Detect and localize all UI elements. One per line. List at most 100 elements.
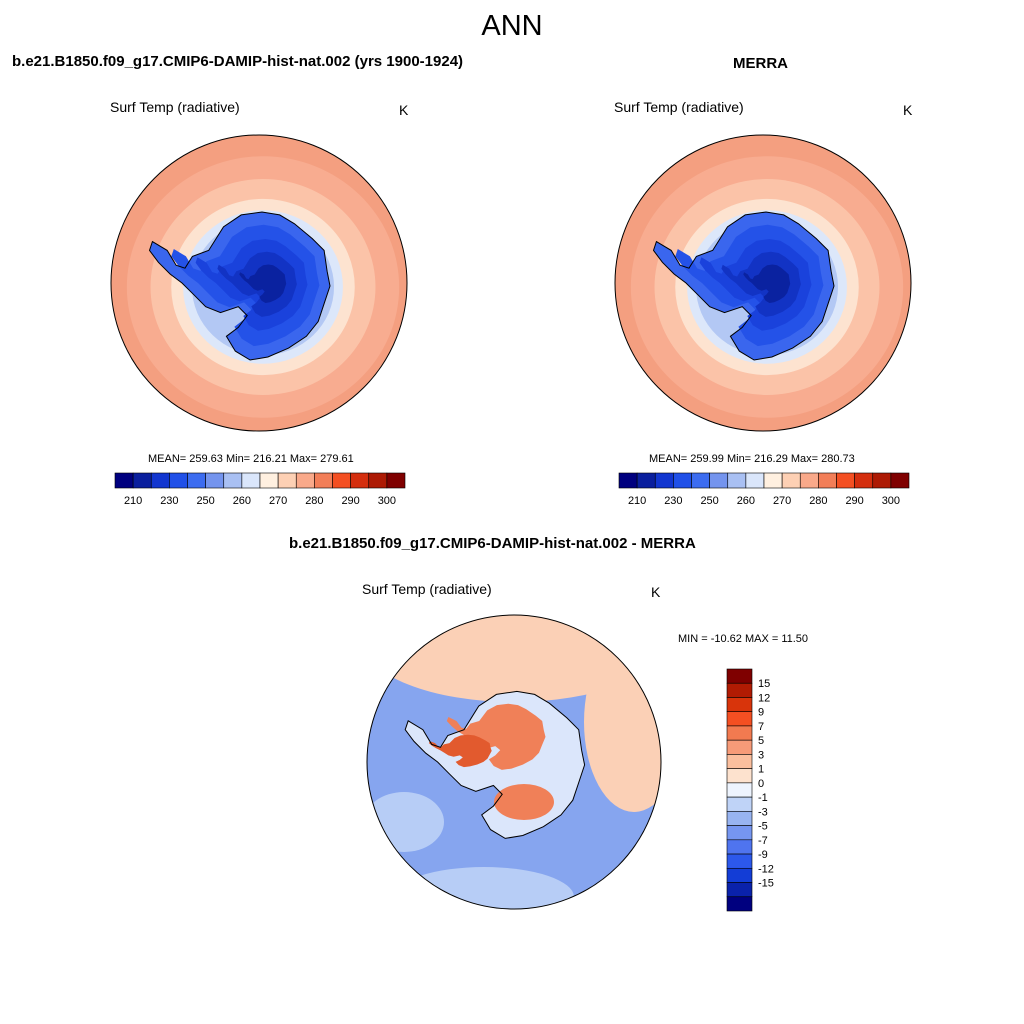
anomaly-patch xyxy=(394,867,574,909)
colorbar-tick-label: 230 xyxy=(664,495,682,507)
obs-units-label: K xyxy=(903,102,913,118)
colorbar-swatch xyxy=(727,472,747,489)
colorbar-swatch xyxy=(169,472,188,489)
colorbar-tick-label: 210 xyxy=(628,495,646,507)
anomaly-patch xyxy=(446,703,546,770)
colorbar-swatch xyxy=(726,725,753,741)
colorbar-swatch xyxy=(781,472,801,489)
model-units-label: K xyxy=(399,102,409,118)
map-field xyxy=(111,135,407,431)
map-border xyxy=(110,134,408,432)
colorbar-swatch xyxy=(726,839,753,855)
colorbar-tick-label: 210 xyxy=(124,495,142,507)
colorbar-tick-label: 3 xyxy=(758,749,764,761)
colorbar-swatch xyxy=(386,472,406,489)
colorbar-swatch xyxy=(726,668,753,684)
colorbar-tick-label: -7 xyxy=(758,835,768,847)
colorbar-swatch xyxy=(691,472,710,489)
colorbar-swatch xyxy=(295,472,315,489)
colorbar-tick-label: 280 xyxy=(305,495,323,507)
map-field xyxy=(367,615,661,909)
diff-variable-label: Surf Temp (radiative) xyxy=(362,581,492,597)
colorbar-tick-label: 250 xyxy=(196,495,214,507)
obs-colorbar: 210 230 250 260 270 280 290 300 xyxy=(618,472,910,513)
colorbar-swatch xyxy=(332,472,351,489)
colorbar-swatch xyxy=(187,472,206,489)
colorbar-swatch xyxy=(745,472,765,489)
obs-panel-title: MERRA xyxy=(733,55,788,72)
colorbar-tick-label: 250 xyxy=(700,495,718,507)
colorbar-swatch xyxy=(726,782,753,798)
colorbar-tick-label: -5 xyxy=(758,821,768,833)
colorbar-tick-label: 0 xyxy=(758,778,764,790)
colorbar-swatch xyxy=(314,472,333,489)
colorbar-swatch xyxy=(726,811,753,826)
colorbar-tick-label: 12 xyxy=(758,692,770,704)
colorbar-swatch xyxy=(726,867,753,883)
colorbar-swatch xyxy=(368,472,388,489)
colorbar-tick-label: 9 xyxy=(758,707,764,719)
colorbar-tick-label: 300 xyxy=(882,495,900,507)
colorbar-swatch xyxy=(890,472,910,489)
colorbar-swatch xyxy=(726,711,753,727)
colorbar-tick-label: -9 xyxy=(758,849,768,861)
coastline xyxy=(404,690,586,839)
colorbar-tick-label: -15 xyxy=(758,878,774,890)
coastline xyxy=(148,211,331,361)
diff-panel-title: b.e21.B1850.f09_g17.CMIP6-DAMIP-hist-nat… xyxy=(289,535,696,552)
colorbar-tick-label: 270 xyxy=(773,495,791,507)
colorbar-tick-label: 15 xyxy=(758,678,770,690)
colorbar-tick-label: 290 xyxy=(845,495,863,507)
colorbar-tick-label: 260 xyxy=(737,495,755,507)
colorbar-swatch xyxy=(726,768,753,784)
colorbar-swatch xyxy=(818,472,837,489)
colorbar-tick-label: -1 xyxy=(758,792,768,804)
obs-polar-map xyxy=(614,134,912,432)
model-polar-map xyxy=(110,134,408,432)
colorbar-swatch xyxy=(114,472,134,489)
colorbar-swatch xyxy=(205,472,225,489)
colorbar-swatch xyxy=(132,472,152,489)
colorbar-tick-label: -3 xyxy=(758,806,768,818)
colorbar-tick-label: 260 xyxy=(233,495,251,507)
map-border xyxy=(614,134,912,432)
anomaly-patch xyxy=(367,615,661,702)
colorbar-swatch xyxy=(799,472,819,489)
model-stats-label: MEAN= 259.63 Min= 216.21 Max= 279.61 xyxy=(148,453,354,465)
colorbar-swatch xyxy=(223,472,243,489)
colorbar-swatch xyxy=(241,472,261,489)
colorbar-tick-label: -12 xyxy=(758,863,774,875)
colorbar-swatch xyxy=(726,697,753,713)
anomaly-patch xyxy=(584,632,661,812)
map-border xyxy=(366,614,662,910)
colorbar-tick-label: 1 xyxy=(758,764,764,776)
colorbar-swatch xyxy=(726,796,753,812)
colorbar-swatch xyxy=(673,472,692,489)
colorbar-swatch xyxy=(763,472,783,489)
colorbar-swatch xyxy=(259,472,279,489)
colorbar-tick-label: 280 xyxy=(809,495,827,507)
obs-variable-label: Surf Temp (radiative) xyxy=(614,99,744,115)
colorbar-swatch xyxy=(636,472,656,489)
colorbar-swatch xyxy=(618,472,638,489)
diff-polar-map xyxy=(366,614,662,910)
colorbar-tick-label: 5 xyxy=(758,735,764,747)
page-title: ANN xyxy=(481,10,543,42)
map-field xyxy=(615,135,911,431)
colorbar-tick-label: 7 xyxy=(758,721,764,733)
colorbar-swatch xyxy=(654,472,674,489)
colorbar-swatch xyxy=(726,882,753,898)
ice-temperature-level xyxy=(743,264,791,303)
ice-temperature-level xyxy=(239,264,287,303)
colorbar-swatch xyxy=(709,472,729,489)
colorbar-swatch xyxy=(726,682,753,698)
anomaly-patch xyxy=(494,784,554,820)
colorbar-swatch xyxy=(277,472,297,489)
colorbar-tick-label: 230 xyxy=(160,495,178,507)
model-variable-label: Surf Temp (radiative) xyxy=(110,99,240,115)
colorbar-swatch xyxy=(726,754,753,769)
colorbar-swatch xyxy=(726,739,753,755)
colorbar-swatch xyxy=(350,472,370,489)
obs-stats-label: MEAN= 259.99 Min= 216.29 Max= 280.73 xyxy=(649,453,855,465)
colorbar-swatch xyxy=(854,472,874,489)
